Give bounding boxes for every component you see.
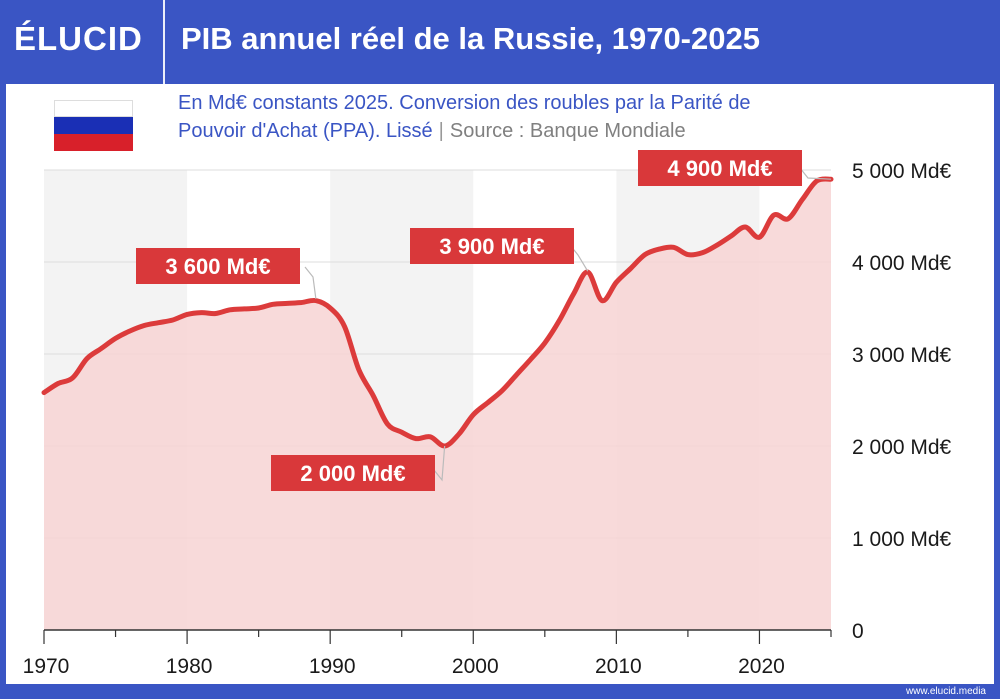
axes: 1970 1980 1990 2000 2010 2020 0 1 000 Md€ 2 000 … [23,160,952,678]
series-area-fill [44,178,831,630]
annotation-leader-1989 [304,266,317,299]
y-tick-label-4000: 4 000 Md€ [852,252,952,275]
series-line [41,176,834,449]
source-note: Source : Banque Mondiale [449,120,686,142]
elucid-logo: ÉLUCID [14,20,143,57]
x-tick-label-2010: 2010 [595,655,642,678]
x-tick-label-2000: 2000 [452,655,499,678]
russia-flag-icon [54,100,133,151]
annotations: 3 600 Md€ 2 000 Md€ 3 900 Md€ 4 900 Md€ [136,150,832,491]
subtitle-line-2: Pouvoir d'Achat (PPA). Lissé | Source : Ba… [178,117,938,145]
series-area [41,176,834,630]
y-tick-label-5000: 5 000 Md€ [852,160,952,183]
flag-stripe-white [54,100,133,117]
annotation-box-2025 [638,150,802,186]
y-tick-label-3000: 3 000 Md€ [852,344,952,367]
annotation-box-2008 [410,228,574,264]
annotation-box-1989 [136,248,300,284]
chart-subtitle: En Md€ constants 2025. Conversion des ro… [178,89,938,145]
header-bar: ÉLUCID PIB annuel réel de la Russie, 197… [0,0,1000,84]
annotation-label-1998: 2 000 Md€ [300,461,405,486]
y-tick-label-2000: 2 000 Md€ [852,436,952,459]
y-tick-label-0: 0 [852,620,864,643]
annotation-leader-2025 [799,167,832,180]
footer-url[interactable]: www.elucid.media [905,686,986,697]
chart-title: PIB annuel réel de la Russie, 1970-2025 [181,21,760,56]
subtitle-separator: | [438,120,444,142]
x-tick-label-1980: 1980 [166,655,213,678]
annotation-label-2025: 4 900 Md€ [667,156,772,181]
y-tick-label-1000: 1 000 Md€ [852,528,952,551]
flag-stripe-blue [54,117,133,134]
annotation-box-1998 [271,455,435,491]
subtitle-line-2-text: Pouvoir d'Achat (PPA). Lissé [178,120,433,142]
flag-stripe-red [54,134,133,151]
x-tick-label-1970: 1970 [23,655,70,678]
x-tick-label-2020: 2020 [738,655,785,678]
x-tick-label-1990: 1990 [309,655,356,678]
header-divider [163,0,165,84]
annotation-leader-1998 [433,445,446,482]
subtitle-line-1: En Md€ constants 2025. Conversion des ro… [178,92,751,114]
annotation-label-2008: 3 900 Md€ [439,234,544,259]
annotation-label-1989: 3 600 Md€ [165,254,270,279]
